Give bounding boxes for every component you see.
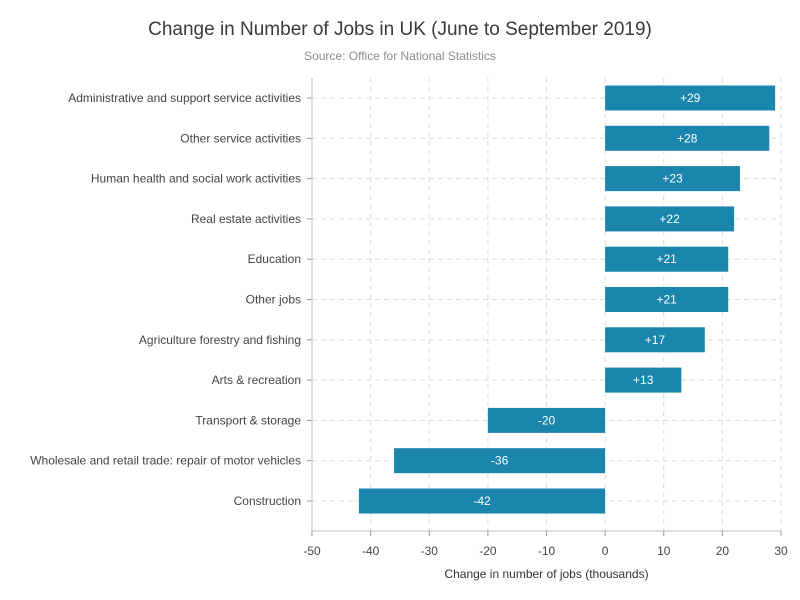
bar-value-label-2: +23 <box>662 172 683 186</box>
x-tick-label-2: -30 <box>421 544 439 558</box>
category-label-1: Other service activities <box>180 131 301 145</box>
bar-value-label-10: -42 <box>473 494 491 508</box>
x-tick-label-6: 10 <box>657 544 671 558</box>
category-label-9: Wholesale and retail trade: repair of mo… <box>30 454 301 468</box>
x-tick-label-1: -40 <box>362 544 380 558</box>
bar-value-label-7: +13 <box>633 373 654 387</box>
bar-1 <box>605 125 770 151</box>
category-label-10: Construction <box>234 494 301 508</box>
bar-value-label-1: +28 <box>677 131 698 145</box>
bar-7 <box>605 367 682 393</box>
x-tick-label-5: 0 <box>602 544 609 558</box>
category-label-2: Human health and social work activities <box>91 172 301 186</box>
bar-9 <box>394 448 606 474</box>
bar-value-label-9: -36 <box>491 454 509 468</box>
bar-value-label-6: +17 <box>645 333 666 347</box>
category-label-4: Education <box>248 252 301 266</box>
bar-value-label-5: +21 <box>657 293 678 307</box>
category-label-0: Administrative and support service activ… <box>68 91 301 105</box>
category-label-8: Transport & storage <box>195 413 301 427</box>
x-tick-label-3: -20 <box>479 544 497 558</box>
x-tick-label-0: -50 <box>303 544 321 558</box>
x-tick-label-8: 30 <box>774 544 788 558</box>
bar-0 <box>605 85 776 111</box>
category-label-6: Agriculture forestry and fishing <box>139 333 301 347</box>
bar-4 <box>605 246 729 272</box>
category-label-7: Arts & recreation <box>212 373 301 387</box>
bar-10 <box>358 488 606 514</box>
bar-value-label-4: +21 <box>657 252 678 266</box>
bar-2 <box>605 166 740 192</box>
bar-5 <box>605 287 729 312</box>
bar-8 <box>487 407 606 433</box>
bars-layer: +29 +28 +23 +22 +21 +21 +17 +13 -20 -36 -42 <box>358 85 776 514</box>
x-tick-label-7: 20 <box>716 544 730 558</box>
bar-6 <box>605 327 705 353</box>
chart-subtitle: Source: Office for National Statistics <box>304 49 496 63</box>
bar-3 <box>605 206 735 232</box>
x-axis-title: Change in number of jobs (thousands) <box>444 567 648 581</box>
bar-value-label-8: -20 <box>538 413 556 427</box>
bar-value-label-3: +22 <box>659 212 680 226</box>
axis-layer: Administrative and support service activ… <box>30 78 788 558</box>
category-label-3: Real estate activities <box>191 212 301 226</box>
bar-value-label-0: +29 <box>680 91 701 105</box>
x-tick-label-4: -10 <box>538 544 556 558</box>
category-label-5: Other jobs <box>246 293 301 307</box>
chart-title: Change in Number of Jobs in UK (June to … <box>148 19 652 40</box>
